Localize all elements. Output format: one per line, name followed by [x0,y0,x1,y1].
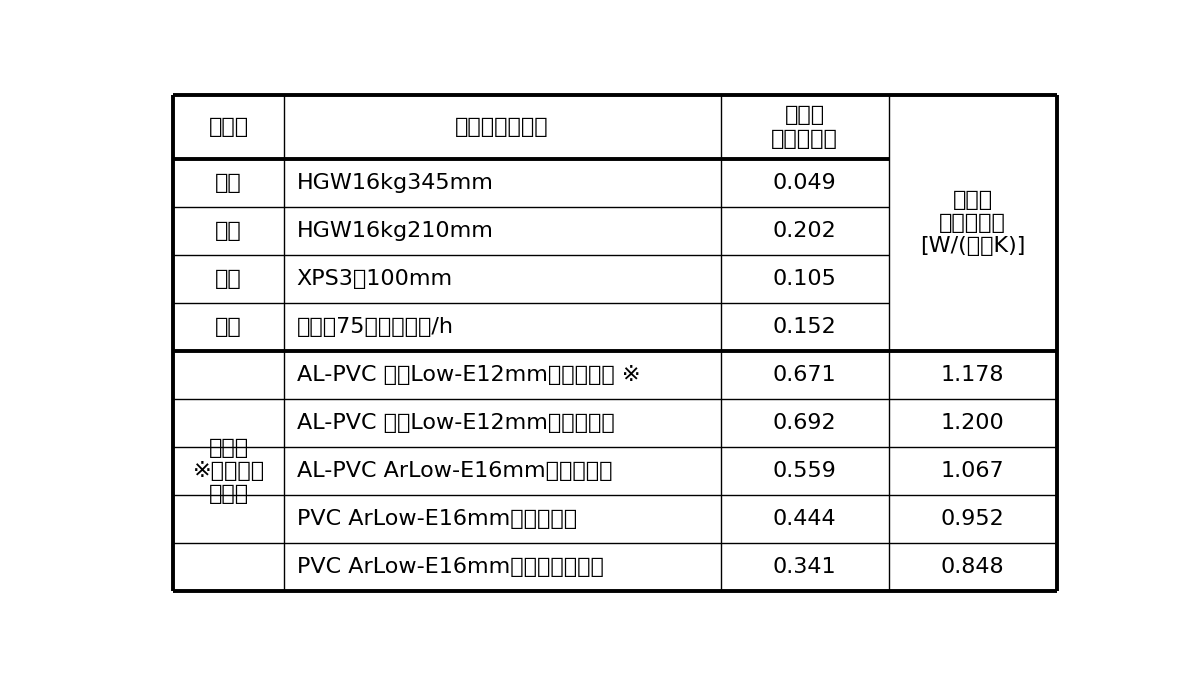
Text: 1.178: 1.178 [941,365,1004,385]
Text: HGW16kg345mm: HGW16kg345mm [296,173,493,194]
Text: AL-PVC ArLow-E16mmペアガラス: AL-PVC ArLow-E16mmペアガラス [296,461,612,481]
Text: 0.341: 0.341 [773,557,836,577]
Text: 0.105: 0.105 [773,270,836,289]
Text: 部位別断熱仕様: 部位別断熱仕様 [455,117,548,137]
Text: 0.848: 0.848 [941,557,1004,577]
Text: 屋根: 屋根 [215,173,242,194]
Text: XPS3種100mm: XPS3種100mm [296,270,452,289]
Text: 0.671: 0.671 [773,365,836,385]
Text: 基礎: 基礎 [215,270,242,289]
Text: 0.049: 0.049 [773,173,836,194]
Text: AL-PVC 断熱Low-E12mmペアガラス: AL-PVC 断熱Low-E12mmペアガラス [296,414,614,433]
Text: 0.952: 0.952 [941,509,1004,529]
Text: AL-PVC 遮熱Low-E12mmペアガラス ※: AL-PVC 遮熱Low-E12mmペアガラス ※ [296,365,641,385]
Text: 0.444: 0.444 [773,509,836,529]
Text: 1.200: 1.200 [941,414,1004,433]
Text: 0.202: 0.202 [773,221,836,241]
Text: 0.692: 0.692 [773,414,836,433]
Text: 外壁: 外壁 [215,221,242,241]
Text: 1.067: 1.067 [941,461,1004,481]
Text: 0.559: 0.559 [773,461,836,481]
Text: 部位別
熱損失係数: 部位別 熱損失係数 [772,105,838,149]
Text: 住宅の
熱損失係数
[W/(㎡・K)]: 住宅の 熱損失係数 [W/(㎡・K)] [920,189,1026,256]
Text: PVC ArLow-E16mmペアガラス: PVC ArLow-E16mmペアガラス [296,509,577,529]
Text: PVC ArLow-E16mmトリプルガラス: PVC ArLow-E16mmトリプルガラス [296,557,604,577]
Text: 0.152: 0.152 [773,317,836,337]
Text: 開口部
※対象住宅
の仕様: 開口部 ※対象住宅 の仕様 [192,438,264,504]
Text: 部位名: 部位名 [209,117,248,137]
Text: 熱交換75％０．３回/h: 熱交換75％０．３回/h [296,317,454,337]
Text: 換気: 換気 [215,317,242,337]
Text: HGW16kg210mm: HGW16kg210mm [296,221,493,241]
